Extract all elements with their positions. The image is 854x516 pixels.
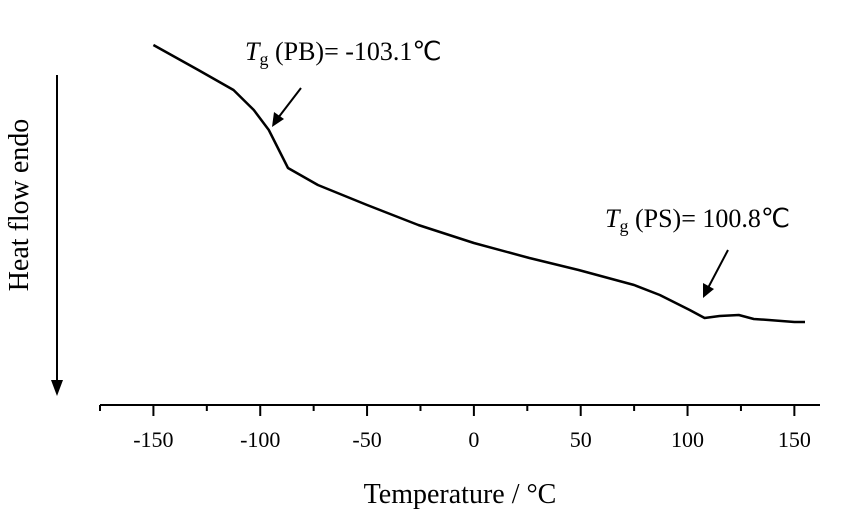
annotation: Tg (PB)= -103.1℃ [245,37,442,69]
x-tick-label: 150 [778,427,811,452]
annotation-symbol: T [245,37,261,66]
annotation-subscript: g [619,216,628,236]
x-tick-label: 50 [570,427,592,452]
annotation-symbol: T [605,204,621,233]
y-axis-arrowhead [51,380,63,396]
x-tick-label: -150 [133,427,173,452]
y-axis-label: Heat flow endo [4,119,35,292]
annotation-subscript: g [259,49,268,69]
annotation: Tg (PS)= 100.8℃ [605,204,790,236]
x-tick-label: 0 [468,427,479,452]
data-line [152,43,805,324]
x-tick-label: 100 [671,427,704,452]
x-axis-label: Temperature / °C [364,479,557,510]
annotation-arrow [277,87,302,119]
x-tick-label: -50 [352,427,381,452]
x-tick-label: -100 [240,427,280,452]
annotation-text: (PB)= -103.1℃ [268,37,441,66]
annotation-arrowhead [272,112,284,127]
annotation-arrow [707,249,729,289]
annotation-arrowhead [703,283,714,298]
annotation-text: (PS)= 100.8℃ [628,204,790,233]
